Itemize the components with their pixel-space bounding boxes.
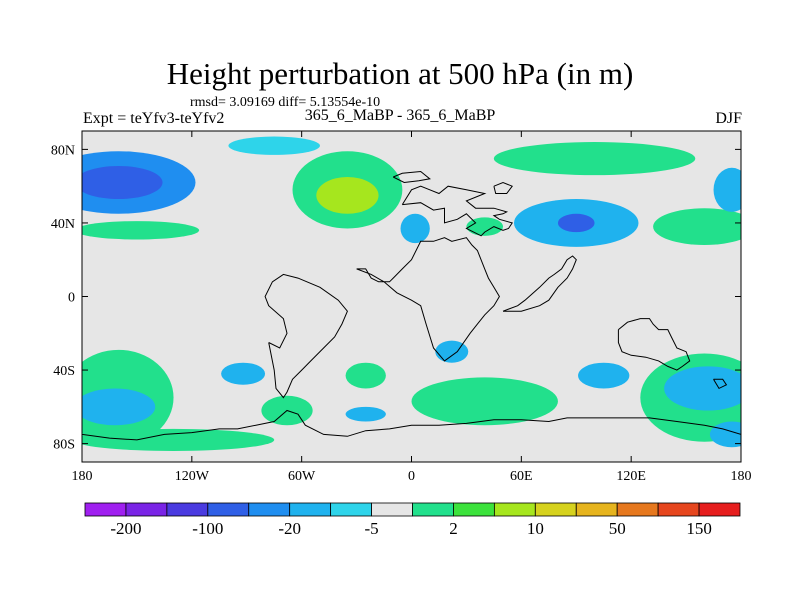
colorbar: -200 -100 -20 -5 2 10 50 150 [84, 502, 741, 538]
colorbar-label: -200 [110, 519, 141, 538]
colorbar-label: -100 [192, 519, 223, 538]
anomaly-region-west-pacific-band [653, 208, 741, 246]
coastline-eurasia-outline [401, 185, 513, 237]
y-tick-label: 40S [53, 364, 75, 379]
coastline-antarctica-outline [82, 409, 741, 441]
colorbar-label: 10 [527, 519, 544, 538]
colorbar-swatch [453, 502, 495, 517]
expt-label: Expt = teYfv3-teYfv2 [83, 110, 225, 127]
anomaly-region-west-pacific-low [713, 167, 741, 212]
x-tick-label: 180 [72, 469, 93, 484]
anomaly-region-europe-band [466, 217, 504, 236]
x-tick-label: 60W [288, 469, 316, 484]
coastline-layer [82, 170, 741, 441]
anomaly-region-north-pacific-low-core [82, 165, 163, 200]
coastline-india-outline [502, 255, 577, 312]
anomaly-region-north-america-high-core [316, 176, 379, 214]
season-label: DJF [715, 110, 742, 127]
colorbar-swatch [534, 502, 577, 517]
colorbar-swatch [575, 502, 618, 517]
colorbar-swatch [657, 502, 700, 517]
colorbar-swatch [371, 502, 413, 517]
colorbar-swatch [616, 502, 659, 517]
y-tick-label: 80S [53, 438, 75, 453]
colorbar-swatch [125, 502, 168, 517]
anomaly-region-europe-low [400, 213, 430, 244]
anomaly-region-asia-low-core [557, 213, 595, 233]
axis-layer: 180 120W 60W 0 60E 120E 180 80N 40N 0 40S 80S [51, 131, 752, 484]
x-tick-label: 180 [731, 469, 752, 484]
x-tick-label: 120E [616, 469, 646, 484]
x-tick-label: 0 [408, 469, 415, 484]
coastline-south-america-outline [264, 273, 348, 399]
anomaly-region-antarctic-low-east [709, 421, 741, 448]
coastline-new-zealand-outline [713, 378, 728, 390]
colorbar-swatch [166, 502, 209, 517]
anomaly-region-africa-low [435, 340, 469, 363]
colorbar-swatch [412, 502, 454, 517]
colorbar-swatch [330, 502, 372, 517]
colorbar-label: 50 [609, 519, 626, 538]
colorbar-label: 150 [686, 519, 712, 538]
anomaly-region-north-pacific-band [82, 221, 200, 240]
colorbar-label: -20 [278, 519, 301, 538]
colorbar-swatch [493, 502, 536, 517]
anomaly-region-south-pacific-low [82, 388, 156, 426]
coastline-greenland-fragment [493, 181, 513, 194]
colorbar-swatch [289, 502, 332, 517]
anomaly-region-antarctic-band [82, 428, 275, 451]
colorbar-swatch [698, 502, 741, 517]
anomaly-region-south-atlantic-low [345, 406, 386, 422]
anomaly-region-indian-ocean-band [411, 377, 558, 426]
colorbar-label: 2 [449, 519, 458, 538]
colorbar-label: -5 [364, 519, 378, 538]
anomaly-region-sw-pacific-low [221, 362, 266, 385]
coastline-australia-outline [617, 318, 691, 371]
colorbar-swatch [248, 502, 291, 517]
colorbar-swatch [207, 502, 250, 517]
coastline-north-america-fragment [392, 170, 431, 184]
stats-text: rmsd= 3.09169 diff= 5.13554e-10 [190, 95, 381, 110]
colorbar-swatch [84, 502, 127, 517]
x-tick-label: 120W [175, 469, 210, 484]
y-tick-label: 0 [68, 291, 75, 306]
chart-title: Height perturbation at 500 hPa (in m) [166, 56, 634, 91]
anomaly-region-eurasia-high [493, 142, 696, 176]
y-tick-label: 40N [51, 217, 75, 232]
y-tick-label: 80N [51, 143, 75, 158]
anomaly-region-arctic-low [228, 136, 320, 155]
anomaly-region-south-atlantic-high [345, 362, 386, 389]
anomaly-region-southern-ocean-low [664, 366, 741, 411]
coastline-north-africa-outline [356, 237, 500, 362]
chart-subtitle: 365_6_MaBP - 365_6_MaBP [304, 107, 496, 124]
anomaly-region-indian-ocean-low [578, 362, 630, 389]
x-tick-label: 60E [510, 469, 533, 484]
